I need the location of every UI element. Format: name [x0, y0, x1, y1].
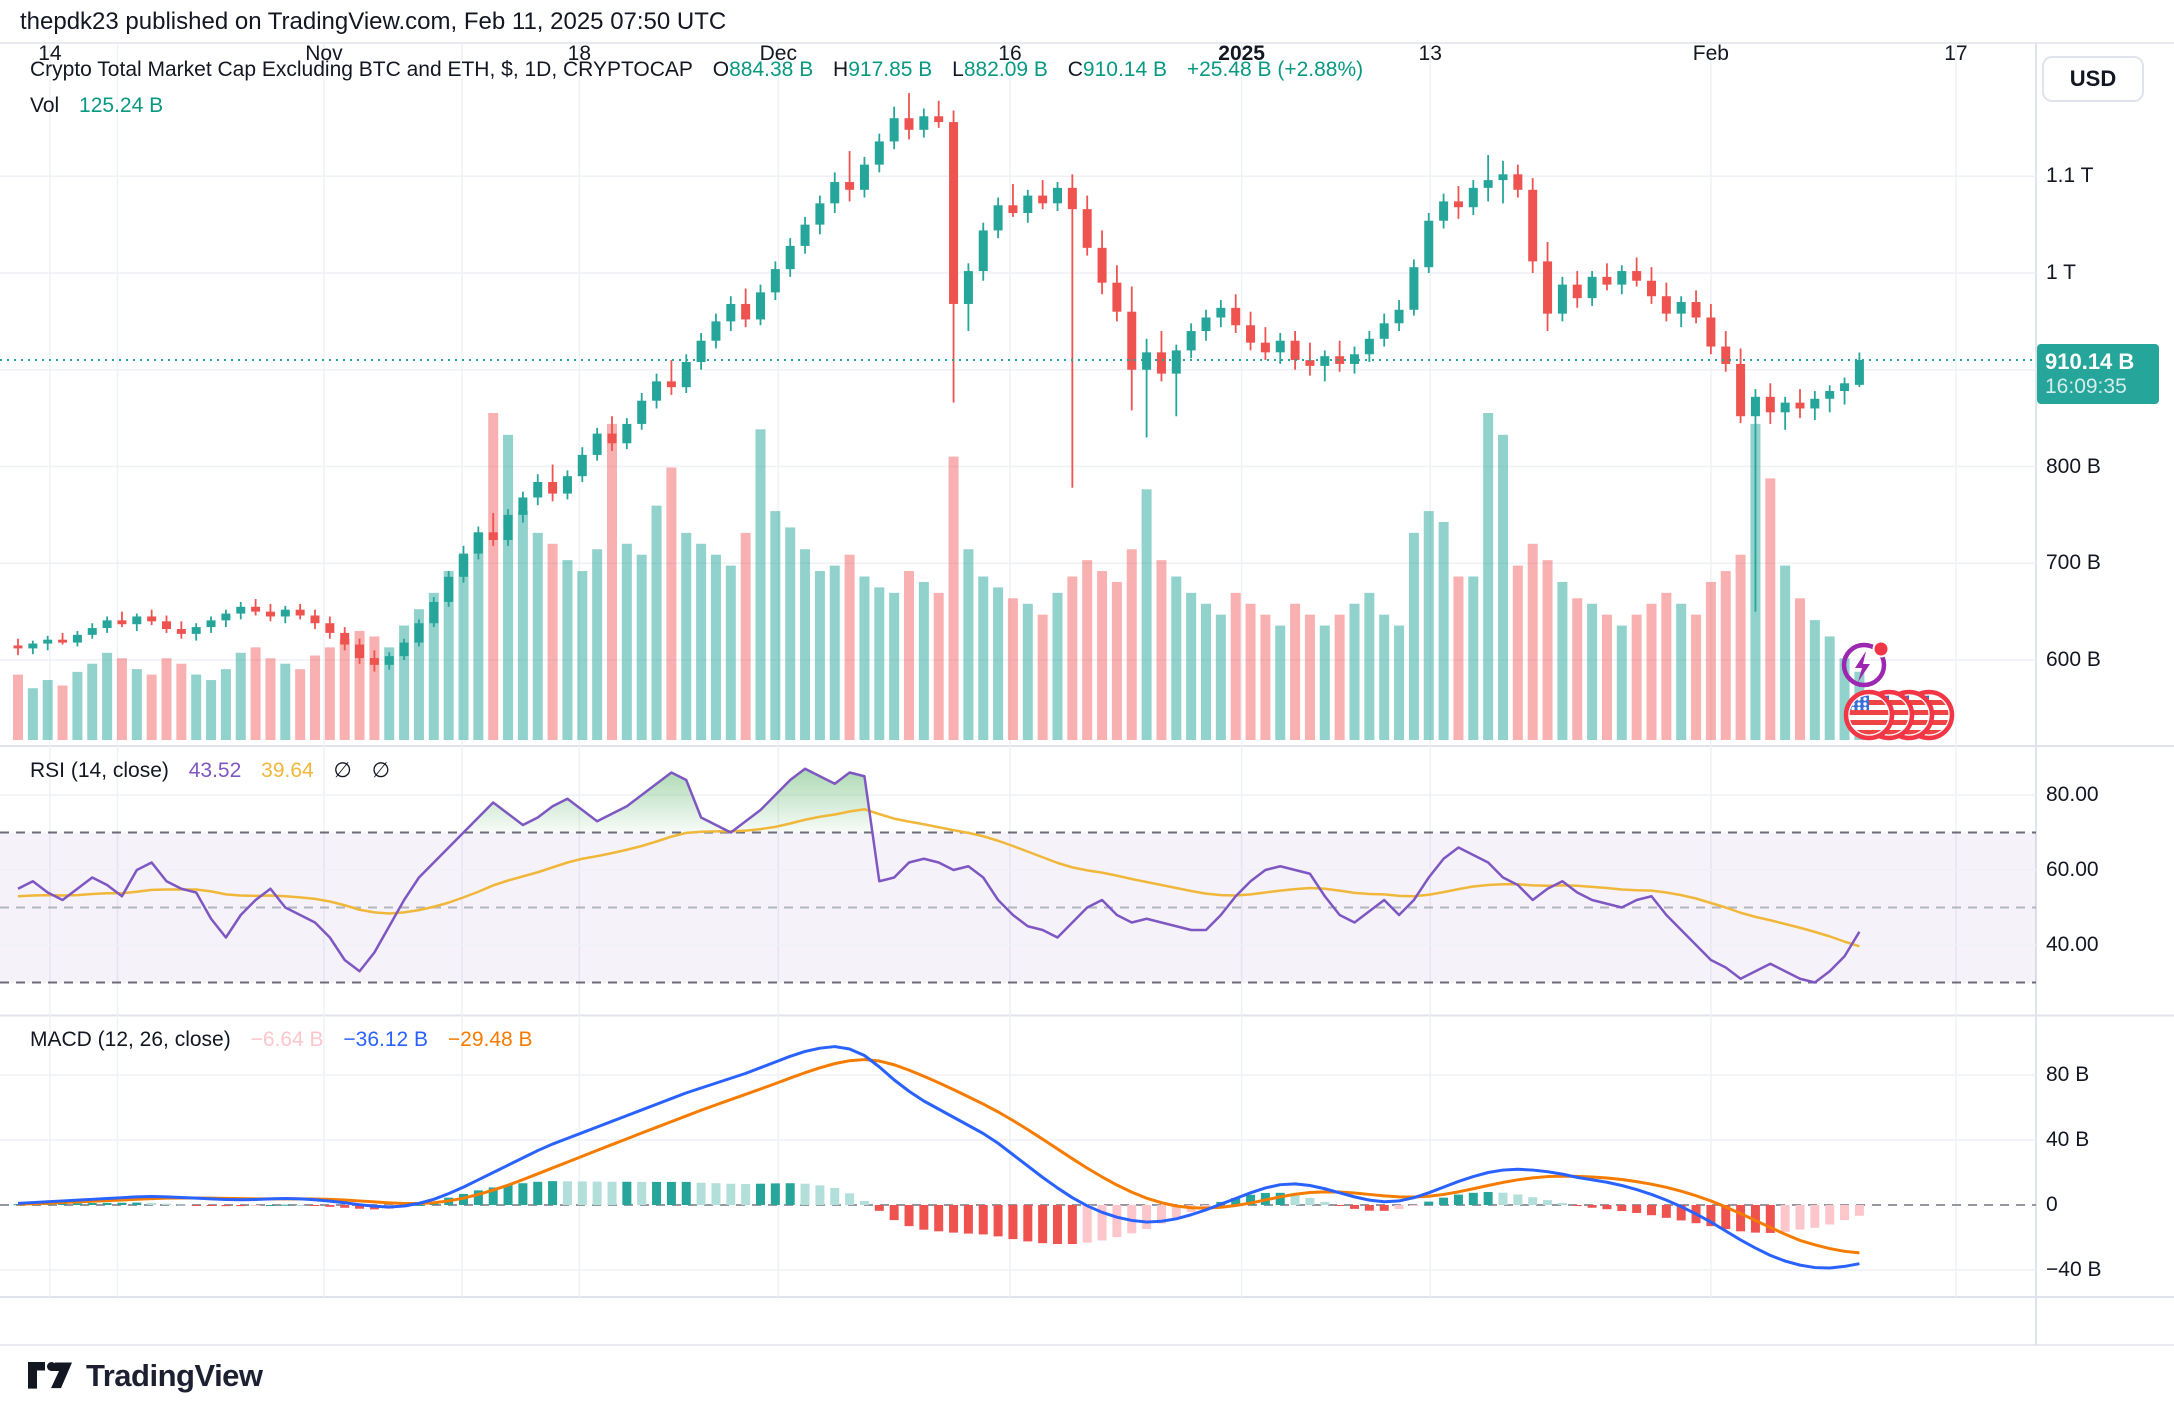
- macd-scale-tick: 0: [2046, 1193, 2058, 1216]
- ohlc-low-letter: L: [952, 58, 964, 81]
- chart-marker-icons: [1841, 640, 1966, 750]
- chart-root: Crypto Total Market Cap Excluding BTC an…: [0, 42, 2174, 1350]
- volume-value: 125.24 B: [79, 94, 164, 117]
- ohlc-high-letter: H: [833, 58, 849, 81]
- tradingview-logo-icon: [28, 1362, 72, 1389]
- economic-event-flag-icons[interactable]: [1846, 692, 1952, 738]
- ohlc-open-letter: O: [712, 58, 730, 81]
- ohlc-close-letter: C: [1067, 58, 1083, 81]
- rsi-scale-tick: 60.00: [2046, 858, 2099, 881]
- ohlc-close-value: 910.14 B: [1082, 58, 1167, 81]
- price-scale-tick: 600 B: [2046, 648, 2101, 671]
- rsi-scale-tick: 80.00: [2046, 783, 2099, 806]
- price-scale-tick: 1 T: [2046, 261, 2076, 284]
- macd-title: MACD (12, 26, close): [30, 1028, 231, 1051]
- bar-countdown: 16:09:35: [2045, 375, 2127, 398]
- change-value: +25.48 B (+2.88%): [1186, 58, 1364, 81]
- time-axis-tick: 14: [38, 42, 62, 65]
- time-axis-tick: 13: [1418, 42, 1442, 65]
- macd-line-value: −36.12 B: [343, 1028, 429, 1051]
- ohlc-open-value: 884.38 B: [729, 58, 814, 81]
- macd-scale-tick: 40 B: [2046, 1128, 2090, 1151]
- currency-button[interactable]: USD: [2042, 56, 2144, 102]
- macd-scale-tick: −40 B: [2046, 1258, 2102, 1281]
- ohlc-high-value: 917.85 B: [848, 58, 933, 81]
- rsi-lower-band-empty: ∅: [371, 759, 390, 782]
- rsi-legend: RSI (14, close) 43.52 39.64 ∅ ∅: [30, 758, 390, 783]
- macd-legend: MACD (12, 26, close) −6.64 B −36.12 B −2…: [30, 1028, 533, 1052]
- time-axis-tick: 16: [998, 42, 1022, 65]
- macd-hist-value: −6.64 B: [250, 1028, 324, 1051]
- price-scale-tick: 1.1 T: [2046, 164, 2094, 188]
- symbol-title: Crypto Total Market Cap Excluding BTC an…: [30, 58, 693, 81]
- price-scale-tick: 800 B: [2046, 454, 2101, 478]
- ohlc-low-value: 882.09 B: [963, 58, 1048, 81]
- macd-signal-value: −29.48 B: [447, 1028, 533, 1051]
- attribution-text: thepdk23 published on TradingView.com, F…: [20, 8, 727, 35]
- rsi-upper-band-empty: ∅: [333, 759, 352, 782]
- rsi-title: RSI (14, close): [30, 759, 169, 782]
- macd-scale-tick: 80 B: [2046, 1063, 2090, 1086]
- last-price-value: 910.14 B: [2045, 349, 2135, 374]
- symbol-legend: Crypto Total Market Cap Excluding BTC an…: [30, 58, 1363, 82]
- time-axis-tick: 18: [567, 42, 592, 65]
- volume-label: Vol: [30, 94, 60, 117]
- rsi-ma-value: 39.64: [261, 759, 314, 782]
- time-axis-tick: 2025: [1218, 42, 1265, 65]
- last-price-tag: 910.14 B 16:09:35: [2037, 344, 2159, 404]
- time-axis-tick: Nov: [305, 42, 343, 65]
- volume-legend: Vol 125.24 B: [30, 94, 163, 118]
- time-axis-tick: Feb: [1692, 42, 1729, 65]
- price-scale-tick: 700 B: [2046, 551, 2101, 575]
- rsi-value: 43.52: [188, 759, 242, 782]
- rsi-scale-tick: 40.00: [2046, 933, 2099, 956]
- time-axis-tick: Dec: [759, 42, 797, 65]
- time-axis-tick: 17: [1944, 42, 1968, 65]
- idea-lightning-icon[interactable]: [1841, 640, 1890, 688]
- tradingview-wordmark: TradingView: [86, 1358, 263, 1393]
- main-chart-canvas[interactable]: [0, 42, 2174, 1350]
- footer-brand[interactable]: TradingView: [28, 1358, 263, 1394]
